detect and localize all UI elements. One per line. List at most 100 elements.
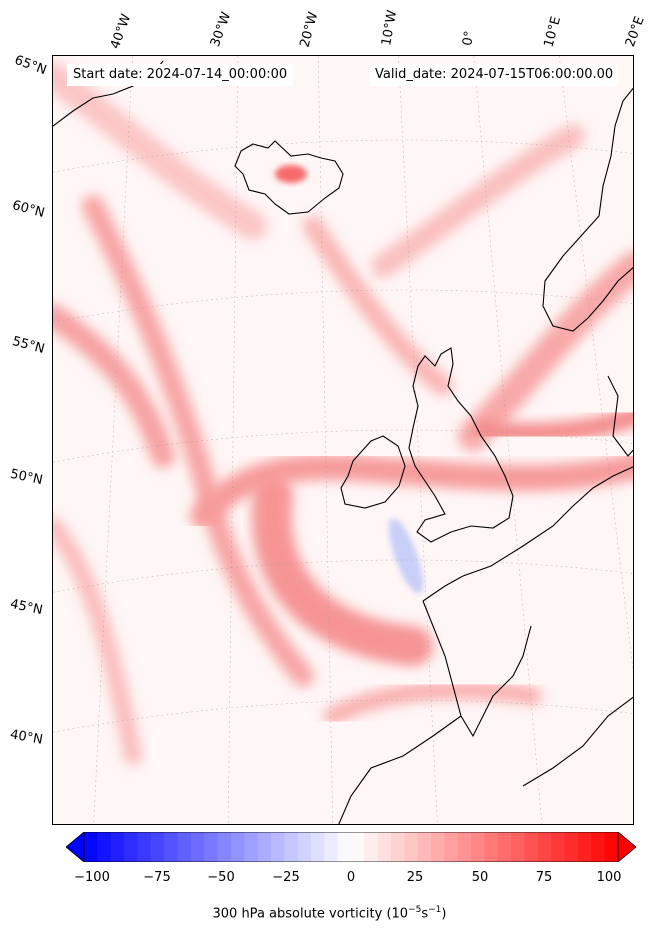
colorbar-segment — [297, 832, 312, 862]
colorbar-tick: 75 — [535, 870, 553, 885]
colorbar-segment — [524, 832, 539, 862]
vorticity-band — [324, 681, 542, 725]
colorbar-tick: 50 — [471, 870, 489, 885]
vorticity-band — [371, 124, 585, 278]
biscay-coast — [422, 600, 532, 738]
vorticity-negative — [388, 518, 424, 594]
colorbar-segment — [230, 832, 245, 862]
colorbar-segment — [204, 832, 218, 862]
vorticity-band — [53, 62, 267, 240]
colorbar-segments — [84, 832, 619, 862]
colorbar-segment — [444, 832, 459, 862]
scandinavia-coast — [542, 87, 633, 332]
colorbar-segment — [484, 832, 499, 862]
vorticity-band — [251, 476, 433, 666]
colorbar-segment — [270, 832, 285, 862]
colorbar-segment — [137, 832, 152, 862]
lat-label-55n: 55°N — [10, 334, 47, 357]
france-coast — [422, 466, 633, 602]
vorticity-band — [303, 216, 453, 396]
colorbar-tick: −25 — [272, 870, 300, 885]
vorticity-map — [53, 56, 633, 824]
colorbar-segment — [591, 832, 606, 862]
lat-label-50n: 50°N — [8, 466, 44, 489]
colorbar-segment — [564, 832, 579, 862]
colorbar-segment — [364, 832, 379, 862]
colorbar-segment — [110, 832, 125, 862]
colorbar-segment — [244, 832, 259, 862]
colorbar-segment — [457, 832, 472, 862]
vorticity-field — [53, 62, 633, 765]
colorbar-segment — [177, 832, 192, 862]
colorbar-segment — [377, 832, 392, 862]
mediterranean-coast — [522, 696, 633, 787]
lon-label-10w: 10°W — [379, 9, 401, 48]
colorbar-segment — [417, 832, 432, 862]
colorbar-extend-max — [617, 832, 636, 862]
colorbar-tick: 100 — [596, 870, 622, 885]
lat-label-45n: 45°N — [8, 596, 44, 619]
lon-label-40w: 40°W — [107, 12, 135, 51]
lon-label-10e: 10°E — [541, 14, 565, 50]
colorbar-tick: −50 — [207, 870, 235, 885]
colorbar-label: 300 hPa absolute vorticity (10−5s−1) — [0, 905, 659, 921]
iceland-coast — [234, 140, 344, 215]
colorbar-outline — [83, 832, 619, 862]
colorbar-segment — [431, 832, 445, 862]
colorbar-tick: −75 — [143, 870, 171, 885]
iberia-coast — [338, 715, 462, 824]
lat-label-60n: 60°N — [10, 198, 47, 221]
scotland-coast — [408, 347, 514, 543]
colorbar-label-exp1: −5 — [408, 905, 422, 915]
colorbar-segment — [310, 832, 325, 862]
colorbar-segment — [190, 832, 205, 862]
colorbar-segment — [97, 832, 112, 862]
colorbar-label-exp2: −1 — [428, 905, 442, 915]
lat-label-40n: 40°N — [8, 727, 44, 748]
colorbar-label-text: 300 hPa absolute vorticity (10 — [212, 906, 409, 922]
colorbar-segment — [404, 832, 419, 862]
colorbar-segment — [604, 832, 619, 862]
ireland-coast — [340, 435, 406, 509]
lon-label-0: 0° — [460, 29, 478, 47]
vorticity-band — [190, 453, 633, 529]
colorbar-segment — [150, 832, 165, 862]
lon-label-20w: 20°W — [297, 10, 322, 49]
colorbar-segment — [217, 832, 232, 862]
vorticity-band — [53, 304, 175, 468]
colorbar-tick: 25 — [406, 870, 424, 885]
colorbar-segment — [284, 832, 299, 862]
colorbar-segment — [84, 832, 98, 862]
vorticity-band — [458, 251, 633, 451]
valid-date-label: Valid_date: 2024-07-15T06:00:00.00 — [370, 64, 619, 86]
colorbar-label-mid: s — [421, 906, 429, 922]
colorbar-tick: −100 — [74, 870, 110, 885]
vorticity-band — [53, 517, 142, 765]
colorbar-segment — [124, 832, 138, 862]
colorbar-segment — [577, 832, 592, 862]
denmark-coast — [607, 375, 633, 457]
colorbar-segment — [511, 832, 526, 862]
colorbar-segment — [324, 832, 339, 862]
vorticity-band — [473, 406, 633, 443]
vorticity-band — [82, 195, 314, 687]
colorbar-extend-min — [66, 832, 85, 862]
lon-label-30w: 30°W — [207, 10, 235, 49]
colorbar-label-end: ) — [441, 906, 447, 922]
colorbar-segment — [551, 832, 566, 862]
colorbar-tick: 0 — [346, 870, 356, 885]
colorbar-segment — [471, 832, 485, 862]
colorbar-segment — [257, 832, 272, 862]
graticule — [53, 56, 633, 824]
map-panel — [52, 55, 634, 825]
lon-label-20e: 20°E — [622, 14, 648, 50]
colorbar-segment — [537, 832, 552, 862]
colorbar-segment — [391, 832, 405, 862]
vorticity-max — [275, 165, 307, 183]
start-date-label: Start date: 2024-07-14_00:00:00 — [67, 64, 294, 86]
colorbar-segment — [497, 832, 512, 862]
colorbar-segment — [351, 832, 365, 862]
colorbar — [66, 832, 636, 862]
colorbar-segment — [337, 832, 352, 862]
lat-label-65n: 65°N — [12, 52, 49, 79]
